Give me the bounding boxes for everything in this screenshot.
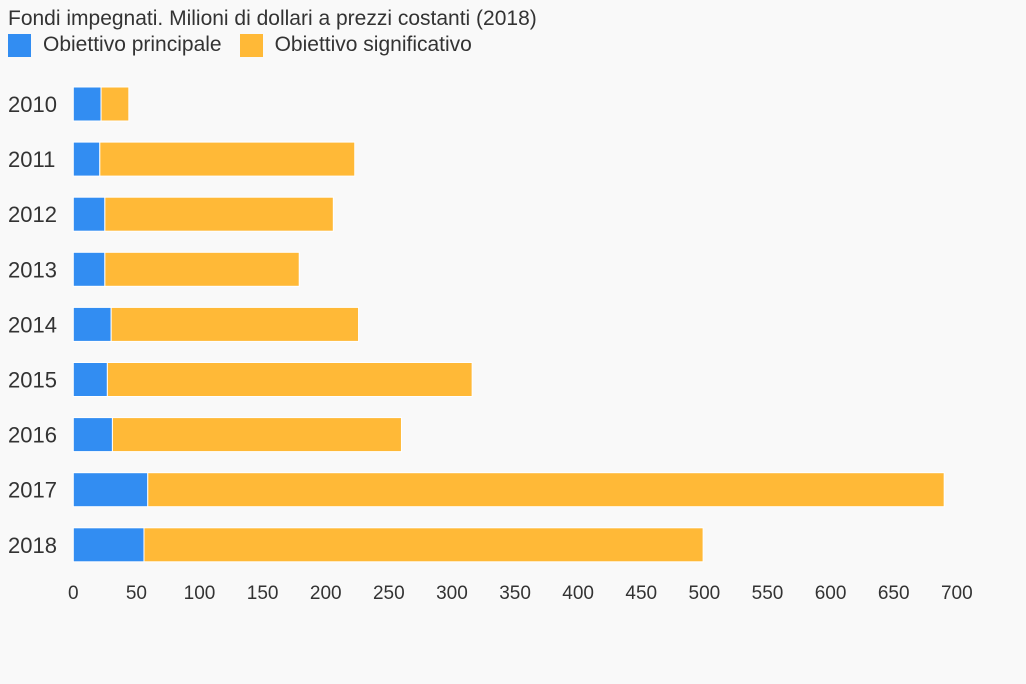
bar-significativo-2018[interactable]: [143, 527, 704, 563]
x-tick-label: 50: [126, 583, 147, 604]
x-tick-label: 200: [310, 583, 342, 604]
category-label: 2013: [8, 257, 57, 282]
x-tick-label: 550: [752, 583, 784, 604]
bar-principale-2016[interactable]: [72, 417, 113, 453]
bar-significativo-2017[interactable]: [147, 472, 945, 508]
bar-principale-2014[interactable]: [72, 306, 112, 342]
bar-principale-2011[interactable]: [72, 141, 101, 177]
x-tick-label: 0: [68, 583, 79, 604]
category-label: 2016: [8, 423, 57, 448]
x-tick-label: 250: [373, 583, 405, 604]
legend-swatch-principale: [8, 33, 31, 57]
category-label: 2012: [8, 202, 57, 227]
bar-significativo-2014[interactable]: [110, 306, 360, 342]
category-label: 2011: [8, 147, 55, 172]
category-label: 2014: [8, 312, 57, 337]
bar-significativo-2015[interactable]: [106, 362, 473, 397]
bar-significativo-2013[interactable]: [104, 251, 300, 287]
legend: Obiettivo principale Obiettivo significa…: [8, 33, 490, 57]
x-tick-label: 400: [562, 583, 594, 604]
legend-item-significativo[interactable]: Obiettivo significativo: [239, 33, 472, 57]
x-tick-label: 100: [184, 583, 216, 604]
bar-significativo-2012[interactable]: [104, 196, 334, 232]
x-tick-label: 450: [625, 583, 657, 604]
category-label: 2015: [8, 368, 57, 393]
bar-principale-2015[interactable]: [72, 362, 108, 397]
x-tick-label: 350: [499, 583, 531, 604]
category-label: 2018: [8, 533, 57, 558]
legend-item-principale[interactable]: Obiettivo principale: [8, 33, 222, 57]
bar-principale-2018[interactable]: [72, 527, 145, 563]
chart-title: Fondi impegnati. Milioni di dollari a pr…: [8, 7, 537, 30]
x-tick-label: 300: [436, 583, 468, 604]
category-label: 2017: [8, 478, 57, 503]
bar-significativo-2010[interactable]: [100, 86, 130, 122]
bar-significativo-2016[interactable]: [111, 417, 402, 453]
legend-swatch-significativo: [239, 33, 263, 57]
bar-principale-2013[interactable]: [72, 251, 106, 287]
bar-principale-2017[interactable]: [72, 472, 149, 508]
x-tick-label: 500: [689, 583, 721, 604]
bar-principale-2012[interactable]: [72, 196, 106, 232]
x-tick-label: 150: [247, 583, 279, 604]
bar-significativo-2011[interactable]: [99, 141, 356, 177]
category-label: 2010: [8, 92, 57, 117]
legend-label-significativo: Obiettivo significativo: [274, 33, 472, 56]
x-tick-label: 600: [815, 583, 847, 604]
x-tick-label: 650: [878, 583, 910, 604]
x-tick-label: 700: [941, 583, 973, 604]
legend-label-principale: Obiettivo principale: [43, 33, 222, 56]
bar-principale-2010[interactable]: [72, 86, 102, 122]
